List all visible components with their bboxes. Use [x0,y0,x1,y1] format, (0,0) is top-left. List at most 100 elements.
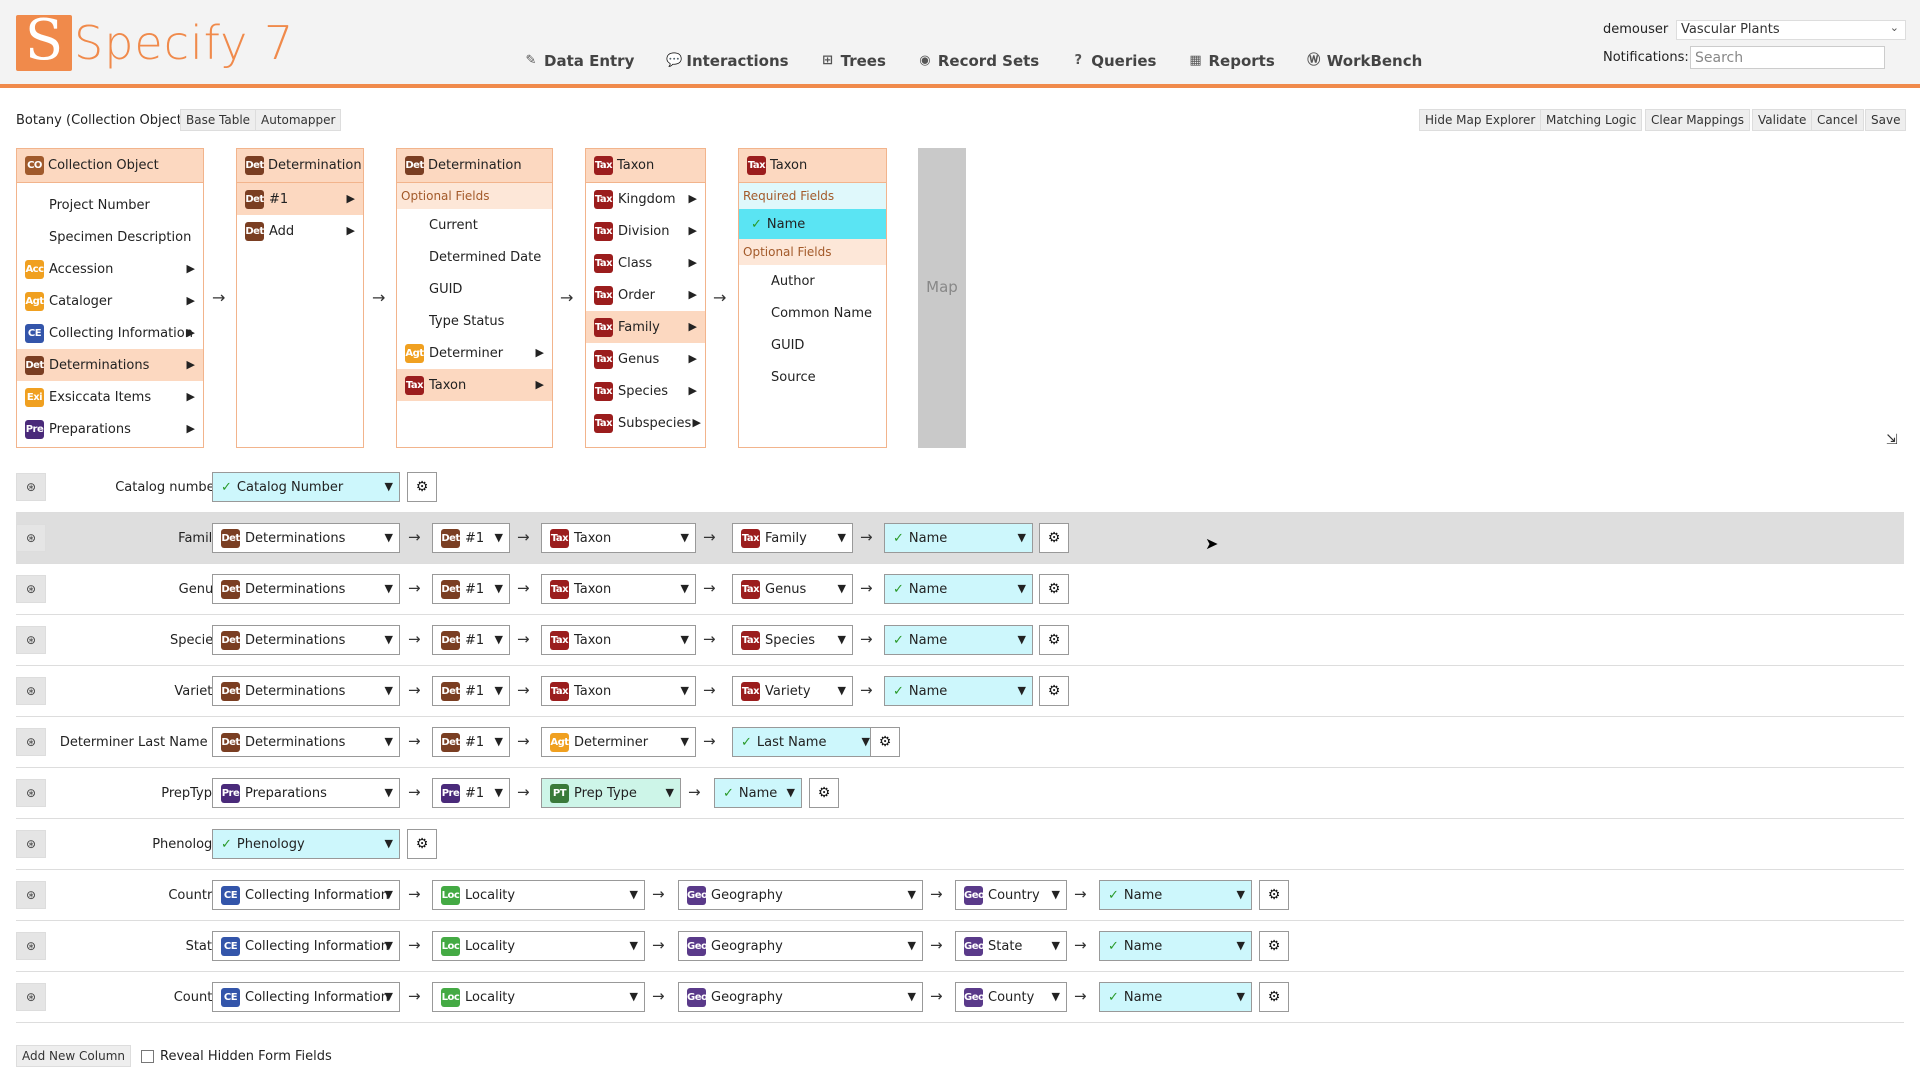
field-guid[interactable]: GUID [397,273,552,305]
gear-icon[interactable]: ⚙ [407,829,437,859]
mapping-select[interactable]: Geo Geography ▼ [678,880,923,910]
nav-record-sets[interactable]: ◉ Record Sets [918,52,1039,70]
nav-interactions[interactable]: 💬 Interactions [666,52,788,70]
relationship-determiner[interactable]: Agt Determiner ▶ [397,337,552,369]
mapping-select[interactable]: Agt Determiner ▼ [541,727,696,757]
rank-division[interactable]: Tax Division ▶ [586,215,705,247]
mapping-select[interactable]: Geo County ▼ [955,982,1067,1012]
cancel-button[interactable]: Cancel [1811,109,1864,131]
mapping-select[interactable]: Det Determinations ▼ [212,676,400,706]
mapping-select[interactable]: Loc Locality ▼ [432,880,645,910]
mapping-select[interactable]: ✓ Phenology ▼ [212,829,400,859]
mapping-select[interactable]: Tax Taxon ▼ [541,574,696,604]
line-menu-icon[interactable]: ⊛ [16,779,46,807]
record-add[interactable]: Det Add ▶ [237,215,363,247]
line-menu-icon[interactable]: ⊛ [16,932,46,960]
mapping-select[interactable]: Tax Species ▼ [732,625,853,655]
reveal-hidden-checkbox[interactable] [141,1049,154,1063]
mapping-select[interactable]: Det #1 ▼ [432,574,510,604]
field-type-status[interactable]: Type Status [397,305,552,337]
mapping-select[interactable]: Det #1 ▼ [432,625,510,655]
mapping-select[interactable]: ✓ Name ▼ [884,574,1033,604]
gear-icon[interactable]: ⚙ [1259,931,1289,961]
base-table-button[interactable]: Base Table [180,109,257,131]
field-name-selected[interactable]: ✓ Name [739,209,886,239]
clear-mappings-button[interactable]: Clear Mappings [1645,109,1750,131]
nav-data-entry[interactable]: ✎ Data Entry [524,52,635,70]
relationship-accession[interactable]: Acc Accession ▶ [17,253,203,285]
field-author[interactable]: Author [739,265,886,297]
user-menu[interactable]: demouser [1603,22,1669,37]
mapping-select[interactable]: Det #1 ▼ [432,676,510,706]
mapping-select[interactable]: Tax Taxon ▼ [541,676,696,706]
gear-icon[interactable]: ⚙ [407,472,437,502]
line-menu-icon[interactable]: ⊛ [16,881,46,909]
add-new-column-button[interactable]: Add New Column [16,1045,131,1067]
gear-icon[interactable]: ⚙ [1039,523,1069,553]
mapping-select[interactable]: Pre #1 ▼ [432,778,510,808]
mapping-select[interactable]: Loc Locality ▼ [432,931,645,961]
specify-logo[interactable]: S Specify 7 [16,11,294,72]
mapping-select[interactable]: Loc Locality ▼ [432,982,645,1012]
mapping-select[interactable]: Det Determinations ▼ [212,727,400,757]
collection-select[interactable]: Vascular Plants ⌄ [1676,20,1906,40]
field-source[interactable]: Source [739,361,886,393]
line-menu-icon[interactable]: ⊛ [16,626,46,654]
line-menu-icon[interactable]: ⊛ [16,728,46,756]
relationship-determinations[interactable]: Det Determinations ▶ [17,349,203,381]
mapping-select[interactable]: Geo Geography ▼ [678,931,923,961]
mapping-select[interactable]: Tax Variety ▼ [732,676,853,706]
rank-kingdom[interactable]: Tax Kingdom ▶ [586,183,705,215]
relationship-collecting-information[interactable]: CE Collecting Information ▶ [17,317,203,349]
mapping-select[interactable]: Det #1 ▼ [432,727,510,757]
mapping-select[interactable]: Geo State ▼ [955,931,1067,961]
field-common-name[interactable]: Common Name [739,297,886,329]
field-project-number[interactable]: Project Number [17,189,203,221]
rank-subspecies[interactable]: Tax Subspecies ▶ [586,407,705,439]
field-current[interactable]: Current [397,209,552,241]
relationship-cataloger[interactable]: Agt Cataloger ▶ [17,285,203,317]
field-determined-date[interactable]: Determined Date [397,241,552,273]
mapping-select[interactable]: Det Determinations ▼ [212,625,400,655]
search-input[interactable] [1690,46,1885,69]
mapping-select[interactable]: ✓ Name ▼ [884,676,1033,706]
line-menu-icon[interactable]: ⊛ [16,473,46,501]
mapping-select[interactable]: Det Determinations ▼ [212,523,400,553]
mapping-select[interactable]: CE Collecting Information ▼ [212,880,400,910]
relationship-exsiccata-items[interactable]: Exi Exsiccata Items ▶ [17,381,203,413]
gear-icon[interactable]: ⚙ [1039,676,1069,706]
mapping-select[interactable]: ✓ Last Name ▼ [732,727,877,757]
mapping-select[interactable]: Tax Family ▼ [732,523,853,553]
resize-handle-icon[interactable]: ⇲ [1886,432,1898,448]
map-button[interactable]: Map [918,148,966,448]
line-menu-icon[interactable]: ⊛ [16,575,46,603]
mapping-select[interactable]: Det #1 ▼ [432,523,510,553]
rank-order[interactable]: Tax Order ▶ [586,279,705,311]
mapping-select[interactable]: CE Collecting Information ▼ [212,931,400,961]
mapping-select[interactable]: Det Determinations ▼ [212,574,400,604]
mapping-select[interactable]: Geo Geography ▼ [678,982,923,1012]
gear-icon[interactable]: ⚙ [1259,880,1289,910]
field-guid[interactable]: GUID [739,329,886,361]
mapping-select[interactable]: ✓ Name ▼ [1099,982,1252,1012]
mapping-select[interactable]: ✓ Name ▼ [1099,931,1252,961]
mapping-select[interactable]: CE Collecting Information ▼ [212,982,400,1012]
field-specimen-description[interactable]: Specimen Description [17,221,203,253]
notifications-button[interactable]: Notifications: 0 [1603,50,1702,65]
mapping-select[interactable]: PT Prep Type ▼ [541,778,681,808]
nav-trees[interactable]: ⊞ Trees [821,52,886,70]
rank-species[interactable]: Tax Species ▶ [586,375,705,407]
mapping-select[interactable]: ✓ Name ▼ [714,778,802,808]
line-menu-icon[interactable]: ⊛ [16,830,46,858]
nav-workbench[interactable]: Ⓦ WorkBench [1307,52,1422,70]
mapping-select[interactable]: ✓ Name ▼ [1099,880,1252,910]
mapping-select[interactable]: ✓ Name ▼ [884,523,1033,553]
nav-reports[interactable]: ▦ Reports [1188,52,1274,70]
gear-icon[interactable]: ⚙ [809,778,839,808]
mapping-select[interactable]: Tax Taxon ▼ [541,625,696,655]
save-button[interactable]: Save [1865,109,1907,131]
rank-family[interactable]: Tax Family ▶ [586,311,705,343]
relationship-taxon[interactable]: Tax Taxon ▶ [397,369,552,401]
mapping-select[interactable]: Pre Preparations ▼ [212,778,400,808]
mapping-select[interactable]: ✓ Catalog Number ▼ [212,472,400,502]
